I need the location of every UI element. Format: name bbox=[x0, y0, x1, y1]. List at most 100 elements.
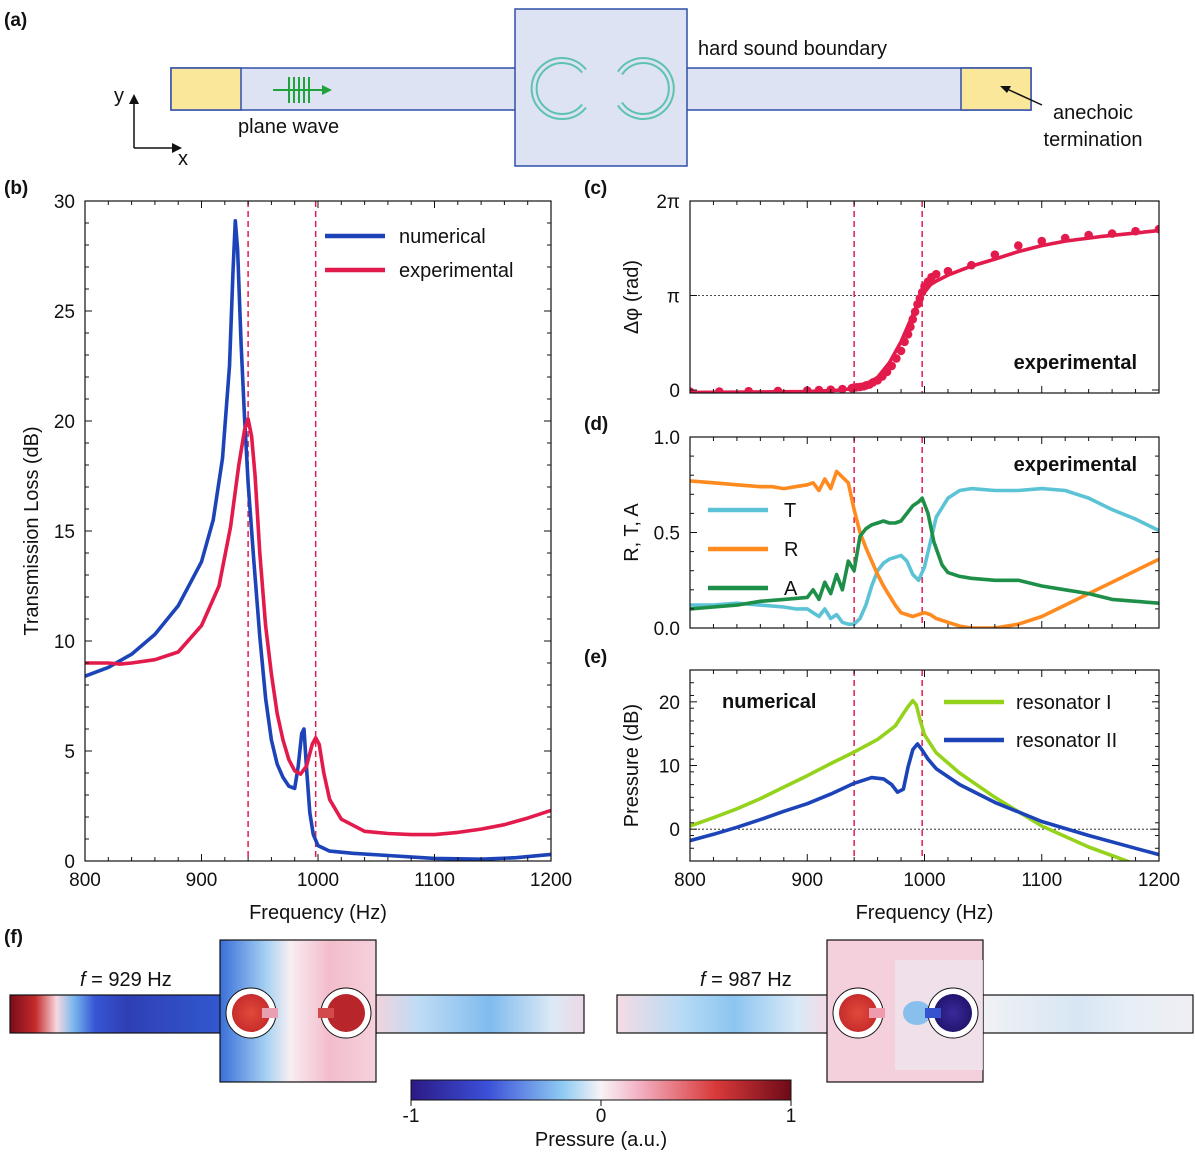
data-point bbox=[903, 330, 913, 339]
legend-label-numerical: numerical bbox=[399, 226, 486, 248]
data-point bbox=[1037, 236, 1047, 246]
scattering-box bbox=[514, 8, 688, 167]
panel-a-schematic: (a) plane wave hard sound boundary anech… bbox=[4, 8, 1143, 170]
colorbar-title: Pressure (a.u.) bbox=[535, 1129, 667, 1151]
absorber-left bbox=[170, 67, 242, 111]
data-point bbox=[908, 315, 918, 324]
y-tick-label: 2π bbox=[656, 192, 680, 213]
data-point bbox=[1084, 230, 1093, 240]
chart-b-transmission-loss: 800 900 1000 1100 1200 Frequency (Hz) 0 5 10 15 20… bbox=[21, 192, 572, 924]
resonator-1-inner bbox=[532, 59, 586, 118]
colorbar bbox=[410, 1079, 792, 1101]
absorber-right bbox=[960, 67, 1032, 111]
data-point bbox=[990, 250, 1000, 259]
x-tick-label: 1100 bbox=[414, 870, 455, 891]
field-left-label-value: = 929 Hz bbox=[86, 969, 172, 991]
x-tick-label: 900 bbox=[186, 870, 218, 891]
series-group-e bbox=[690, 698, 1159, 861]
field-right-res1 bbox=[839, 994, 877, 1032]
x-tick-label: 1000 bbox=[903, 870, 945, 891]
anechoic-label-2: termination bbox=[1044, 129, 1143, 151]
series-line-T bbox=[690, 486, 1159, 626]
anechoic-arrow-icon bbox=[1000, 86, 1043, 106]
y-axis-label: Δφ (rad) bbox=[621, 260, 643, 334]
panel-annotation: numerical bbox=[722, 691, 816, 713]
y-tick-label: 20 bbox=[659, 693, 680, 714]
data-point bbox=[906, 322, 915, 332]
data-point bbox=[1107, 229, 1117, 238]
colorbar-min-label: -1 bbox=[403, 1106, 420, 1127]
anechoic-label-1: anechoic bbox=[1053, 102, 1133, 124]
data-point bbox=[838, 384, 847, 393]
legend-label-experimental: experimental bbox=[399, 260, 514, 282]
data-point bbox=[1154, 224, 1159, 234]
x-tick-label: 1200 bbox=[530, 870, 572, 891]
legend-label-A: A bbox=[784, 578, 798, 600]
y-tick-label: 0 bbox=[669, 820, 680, 841]
data-point bbox=[900, 337, 909, 347]
y-tick-label: 15 bbox=[54, 522, 75, 543]
data-point bbox=[967, 260, 976, 270]
data-point bbox=[1014, 241, 1023, 250]
data-point bbox=[773, 386, 783, 393]
axis-x-label: x bbox=[178, 148, 188, 170]
field-left-res1 bbox=[232, 994, 270, 1032]
x-axis-label: Frequency (Hz) bbox=[249, 902, 387, 924]
data-point bbox=[896, 346, 906, 356]
y-tick-label: 0 bbox=[64, 852, 75, 873]
chart-c-phase-difference: 0 π 2π Δφ (rad) experimental bbox=[621, 192, 1160, 402]
field-right-res1-neck bbox=[869, 1008, 885, 1018]
y-tick-label: 30 bbox=[54, 192, 75, 213]
data-point bbox=[887, 361, 896, 371]
plane-wave-label: plane wave bbox=[238, 116, 339, 138]
y-tick-label: 25 bbox=[54, 302, 75, 323]
data-point bbox=[1060, 233, 1070, 243]
data-point bbox=[715, 387, 724, 393]
field-right-res2 bbox=[934, 994, 972, 1032]
series-line-resonator-I bbox=[690, 698, 1133, 861]
y-axis-label: Pressure (dB) bbox=[621, 704, 643, 827]
axis-y-label: y bbox=[114, 85, 124, 107]
field-right-res2-neck bbox=[925, 1008, 941, 1018]
y-axis-label: R, T, A bbox=[621, 503, 643, 562]
y-tick-label: 20 bbox=[54, 412, 75, 433]
y-tick-label: 1.0 bbox=[654, 428, 680, 449]
y-tick-label: 0 bbox=[669, 381, 680, 402]
series-line-A bbox=[690, 496, 1159, 611]
data-point bbox=[943, 266, 953, 276]
data-point bbox=[1131, 226, 1140, 236]
x-tick-label: 800 bbox=[674, 870, 706, 891]
field-left-res2-neck bbox=[318, 1008, 334, 1018]
panel-f-field-maps: f = 929 Hz f = 987 Hz -1 0 1 Pressure (a… bbox=[9, 939, 1194, 1151]
data-point bbox=[744, 386, 753, 393]
field-right-inlet bbox=[616, 994, 830, 1034]
field-right-outlet bbox=[982, 994, 1194, 1034]
legend-label-R: R bbox=[784, 539, 798, 561]
x-tick-label: 1200 bbox=[1138, 870, 1180, 891]
panel-label-b: (b) bbox=[4, 178, 28, 199]
series-line-R bbox=[690, 469, 1159, 628]
x-axis-label: Frequency (Hz) bbox=[856, 902, 994, 924]
series-line-resonator-II bbox=[690, 742, 1159, 857]
panel-label-e: (e) bbox=[584, 647, 607, 668]
x-tick-label: 1000 bbox=[297, 870, 339, 891]
field-right-label: f = 987 Hz bbox=[700, 969, 792, 991]
field-left-label-var: f bbox=[80, 969, 88, 991]
field-right-neck-glow bbox=[903, 1001, 931, 1025]
y-tick-label: 10 bbox=[659, 757, 680, 778]
field-left-res2 bbox=[327, 994, 365, 1032]
legend-label-resonator-II: resonator II bbox=[1016, 730, 1117, 752]
axes-icon bbox=[129, 94, 182, 153]
x-tick-label: 1100 bbox=[1021, 870, 1062, 891]
series-group-b bbox=[85, 219, 551, 861]
plane-wave-icon bbox=[273, 77, 332, 103]
resonator-2-inner bbox=[618, 59, 673, 118]
x-tick-label: 800 bbox=[69, 870, 101, 891]
data-point bbox=[892, 354, 901, 363]
panel-label-a: (a) bbox=[4, 10, 27, 31]
field-left-label: f = 929 Hz bbox=[80, 969, 172, 991]
series-line-numerical bbox=[85, 219, 551, 861]
legend-label-resonator-I: resonator I bbox=[1016, 692, 1112, 714]
series-group-d bbox=[690, 469, 1159, 628]
